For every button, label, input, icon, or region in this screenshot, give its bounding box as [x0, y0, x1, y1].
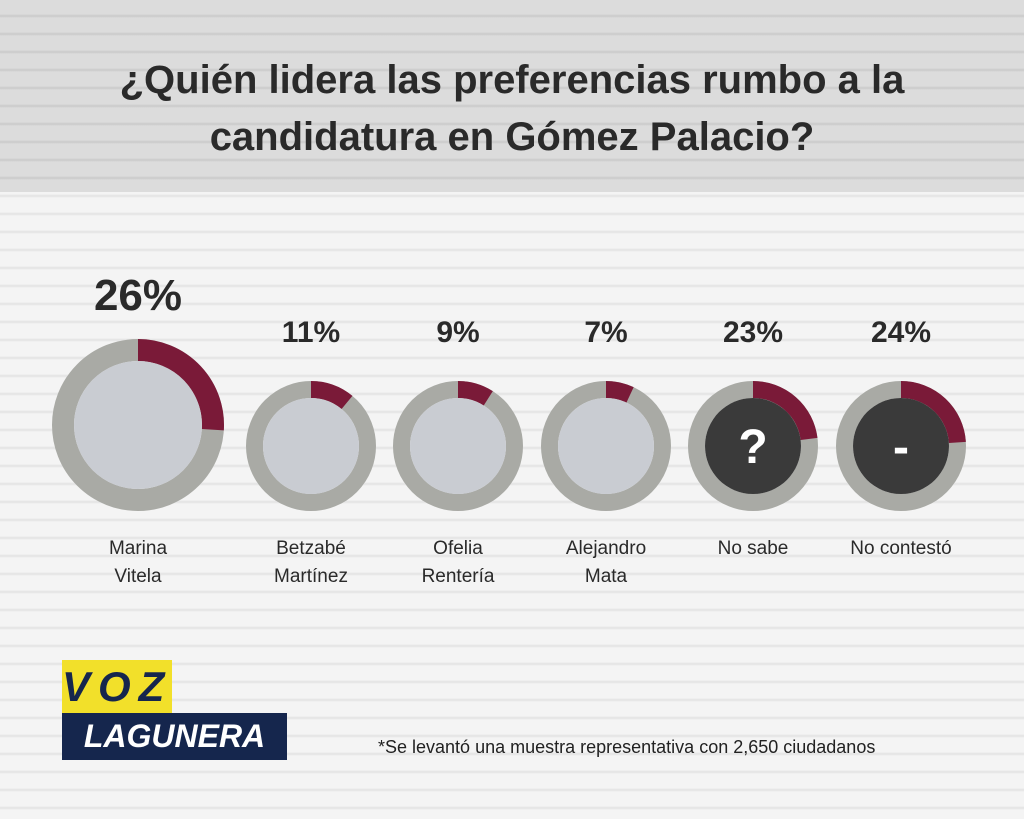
value-label: 9% — [436, 316, 479, 349]
donut-arc — [310, 381, 353, 410]
value-label: 24% — [871, 316, 931, 349]
icon-circle — [853, 398, 949, 494]
donut-arc — [137, 339, 224, 431]
value-label: 23% — [723, 316, 783, 349]
photo — [410, 398, 506, 494]
center-label: - — [893, 421, 909, 474]
photo — [558, 398, 654, 494]
donut-arc — [900, 381, 966, 444]
category-label: No sabe — [717, 538, 789, 559]
logo-bottom: LAGUNERA — [62, 713, 287, 760]
value-label: 11% — [282, 316, 340, 349]
icon-circle — [705, 398, 801, 494]
donut-arc — [457, 381, 493, 406]
photo — [263, 398, 359, 494]
center-label: ? — [738, 421, 767, 474]
category-label: Ofelia Rentería — [421, 538, 495, 587]
value-label: 7% — [584, 316, 627, 349]
category-label: Betzabé Martínez — [274, 538, 348, 587]
category-label: Marina Vitela — [108, 538, 168, 587]
header-band — [0, 0, 1024, 192]
footnote: *Se levantó una muestra representativa c… — [378, 737, 876, 757]
category-label: Alejandro Mata — [565, 538, 647, 587]
value-label: 26% — [94, 271, 182, 320]
category-label: No contestó — [850, 538, 952, 559]
title: ¿Quién lidera las preferencias rumbo a l… — [119, 58, 905, 159]
photo — [74, 361, 202, 489]
logo-top: VOZ — [62, 660, 172, 713]
donut-arc — [752, 381, 818, 441]
donut-arc — [605, 381, 634, 403]
